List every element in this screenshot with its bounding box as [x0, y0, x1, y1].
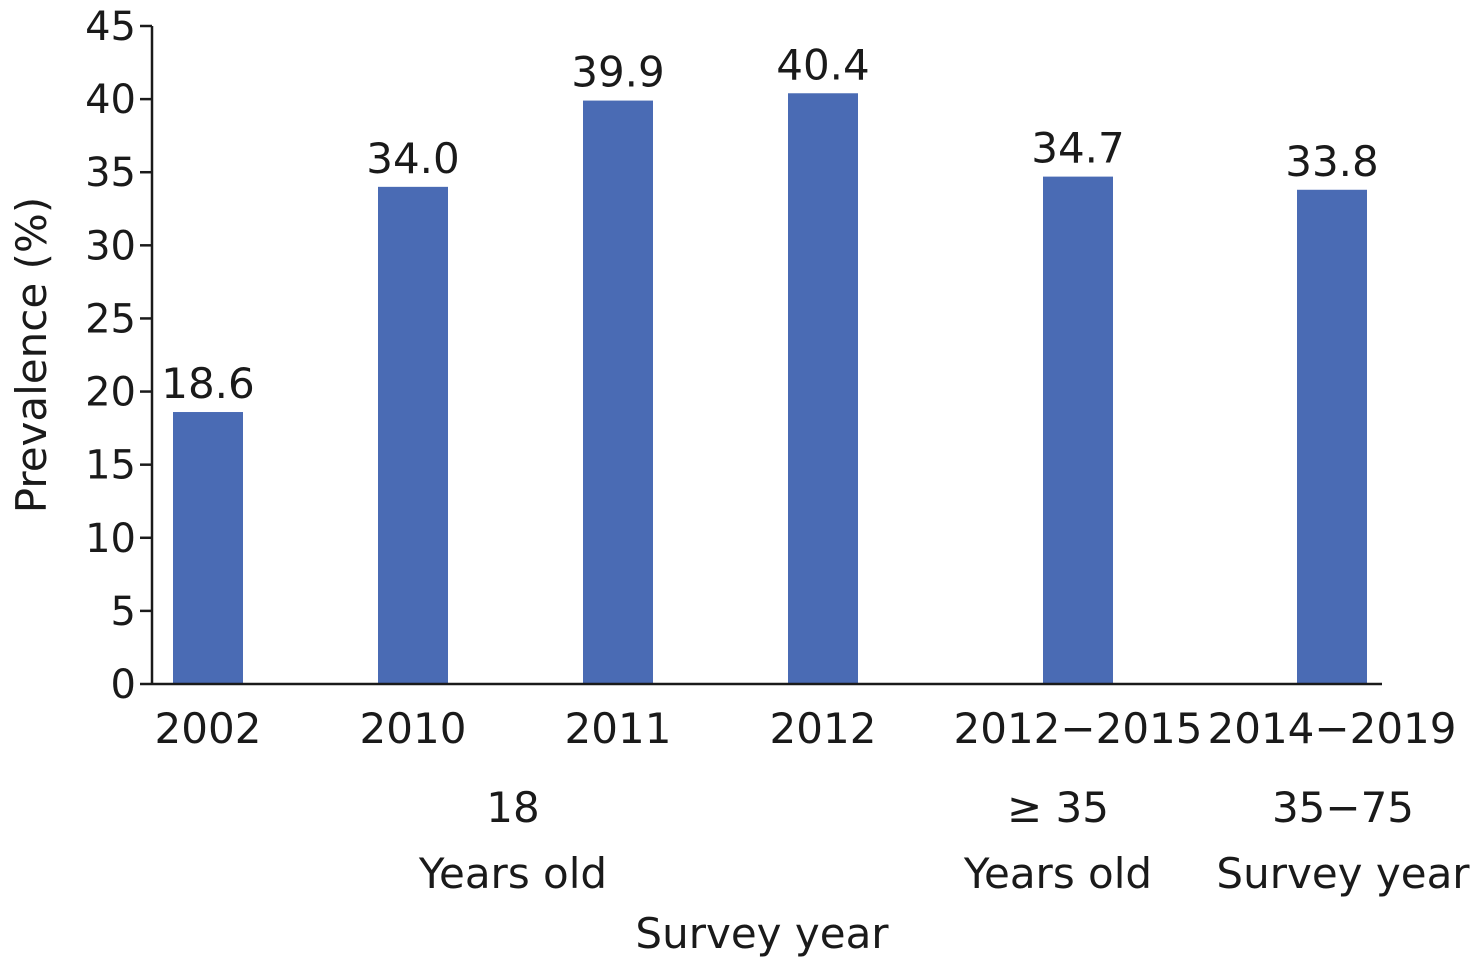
group-labels-layer: 18 Years old ≥ 35 Years old 35−75 Survey year [418, 783, 1470, 898]
y-tick-label: 45 [85, 4, 136, 50]
bar [1297, 189, 1367, 684]
group-label-line: Years old [418, 849, 607, 898]
y-tick-label: 20 [85, 370, 136, 416]
bar-value-label: 40.4 [776, 40, 870, 89]
y-tick-label: 35 [85, 150, 136, 196]
bar [583, 100, 653, 684]
x-category-label: 2011 [565, 704, 672, 753]
x-category-label: 2002 [155, 704, 262, 753]
y-tick-label: 10 [85, 516, 136, 562]
y-tick-label: 5 [111, 589, 136, 635]
y-tick-label: 0 [111, 662, 136, 708]
bar [788, 93, 858, 685]
group-label-line: ≥ 35 [1007, 783, 1109, 832]
bar [1043, 176, 1113, 684]
x-category-label: 2010 [360, 704, 467, 753]
y-ticks-layer: 0 5 10 15 20 25 30 35 40 45 [85, 4, 152, 708]
x-category-labels-layer: 2002 2010 2011 2012 2012−2015 2014−2019 [155, 704, 1457, 753]
bars-layer [173, 93, 1367, 685]
y-tick-label: 15 [85, 443, 136, 489]
y-tick-label: 30 [85, 223, 136, 269]
bar-value-label: 39.9 [571, 48, 665, 97]
y-tick-label: 25 [85, 296, 136, 342]
y-tick-label: 40 [85, 77, 136, 123]
bar-value-label: 33.8 [1285, 137, 1379, 186]
group-label-line: 35−75 [1272, 783, 1414, 832]
bar-value-label: 18.6 [161, 359, 255, 408]
x-category-label: 2014−2019 [1208, 704, 1457, 753]
y-axis-title: Prevalence (%) [7, 197, 56, 513]
x-category-label: 2012 [770, 704, 877, 753]
x-category-label: 2012−2015 [954, 704, 1203, 753]
group-label-line: Survey year [1216, 849, 1470, 898]
bar-value-label: 34.7 [1031, 124, 1125, 173]
bar [173, 412, 243, 684]
bar-value-label: 34.0 [366, 134, 460, 183]
x-axis-title: Survey year [635, 909, 889, 958]
data-labels-layer: 18.6 34.0 39.9 40.4 34.7 33.8 [161, 40, 1379, 408]
bar [378, 186, 448, 684]
group-label-line: Years old [963, 849, 1152, 898]
group-label-line: 18 [486, 783, 539, 832]
